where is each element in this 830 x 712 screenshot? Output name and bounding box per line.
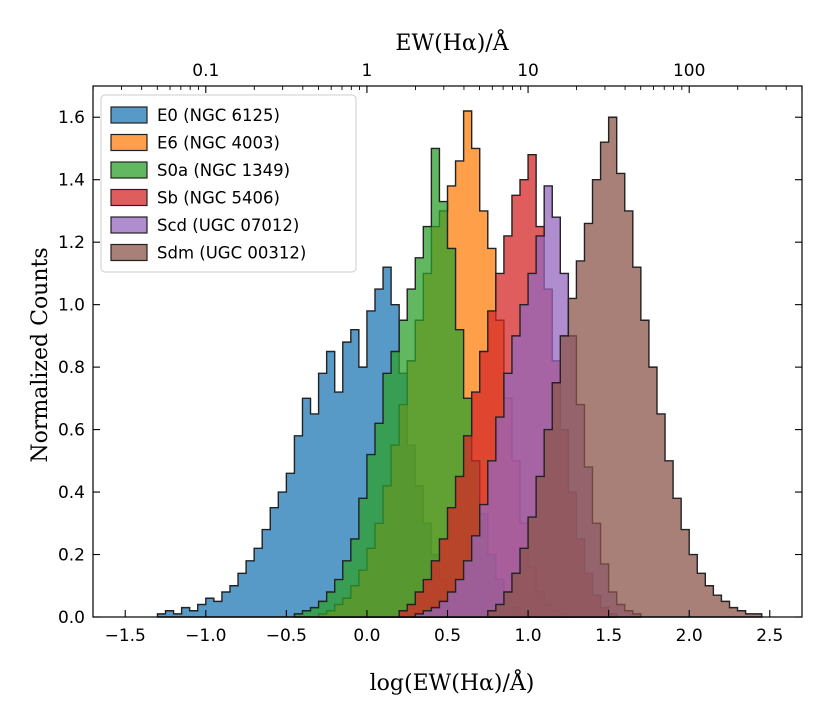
- legend-swatch: [110, 161, 148, 179]
- x-tick-label: 1.5: [595, 626, 622, 646]
- legend-swatch: [110, 106, 148, 124]
- legend-label: Sb (NGC 5406): [157, 189, 280, 208]
- y-tick-label: 0.0: [58, 608, 85, 628]
- legend-label: E6 (NGC 4003): [157, 134, 280, 153]
- y-tick-label: 0.4: [58, 483, 85, 503]
- legend-label: S0a (NGC 1349): [157, 161, 290, 180]
- histogram-series-layer: [156, 110, 763, 618]
- top-tick-label: 1: [362, 61, 373, 81]
- legend: E0 (NGC 6125) E6 (NGC 4003) S0a (NGC 1349)…: [100, 94, 357, 273]
- y-tick-label: 1.4: [58, 171, 85, 191]
- top-tick-label: 0.1: [192, 61, 219, 81]
- legend-swatch: [110, 188, 148, 207]
- legend-swatch: [110, 243, 148, 262]
- top-tick-label: 100: [673, 61, 705, 81]
- x-axis-title: log(EW(Hα)/Å): [370, 668, 535, 696]
- legend-label: Scd (UGC 07012): [157, 216, 299, 235]
- legend-swatch: [110, 133, 148, 152]
- y-tick-label: 1.0: [58, 296, 85, 316]
- histogram-outline-5: [487, 116, 763, 618]
- x-tick-label: −1.0: [185, 626, 226, 646]
- legend-box: [100, 94, 357, 273]
- top-axis-title: EW(Hα)/Å: [395, 28, 509, 56]
- x-tick-label: 0.0: [353, 626, 380, 646]
- y-tick-label: 1.6: [58, 108, 85, 128]
- histogram-series-5: [487, 116, 763, 618]
- top-tick-label: 10: [517, 61, 539, 81]
- y-tick-label: 0.8: [58, 358, 85, 378]
- y-tick-label: 1.2: [58, 233, 85, 253]
- x-tick-label: −0.5: [266, 626, 307, 646]
- x-tick-label: 2.5: [756, 626, 783, 646]
- x-tick-label: 2.0: [676, 626, 703, 646]
- axes-layer: −1.5 −1.0 −0.5 0.0 0.5 1.0 1.5 2.0 2.5 0.0 0.2 0.4 0…: [58, 61, 803, 646]
- x-tick-label: 0.5: [434, 626, 461, 646]
- y-tick-label: 0.6: [58, 421, 85, 441]
- histogram-fill-5: [487, 117, 762, 618]
- legend-label: Sdm (UGC 00312): [157, 244, 306, 263]
- legend-label: E0 (NGC 6125): [157, 106, 280, 125]
- y-tick-label: 0.2: [58, 546, 85, 566]
- legend-swatch: [110, 216, 148, 234]
- x-tick-label: −1.5: [105, 626, 146, 646]
- y-axis-title: Normalized Counts: [28, 247, 53, 462]
- x-tick-label: 1.0: [515, 626, 542, 646]
